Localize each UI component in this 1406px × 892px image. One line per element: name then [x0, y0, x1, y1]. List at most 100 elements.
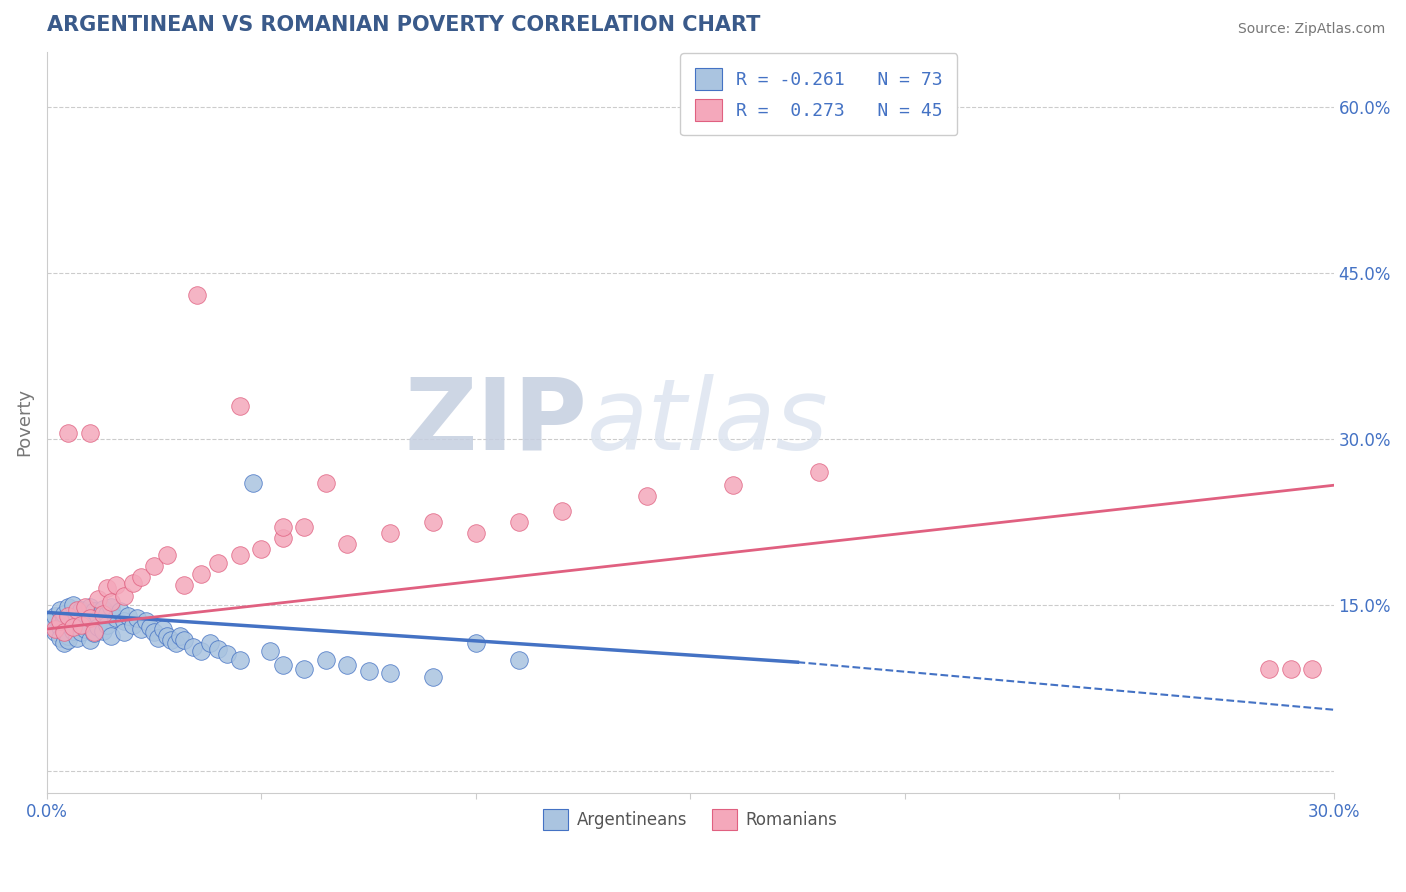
Point [83, 604, 105, 618]
Point [75, 607, 97, 621]
Point [62, 598, 84, 612]
Point [129, 570, 152, 584]
Point [70, 614, 93, 628]
Point [62, 624, 84, 639]
Point [1301, 662, 1323, 676]
Point [58, 617, 80, 632]
Point [44, 622, 66, 636]
Point [75, 622, 97, 636]
Point [464, 525, 486, 540]
Point [91, 602, 114, 616]
Point [292, 662, 315, 676]
Point [96, 581, 118, 595]
Point [53, 622, 76, 636]
Point [156, 548, 179, 562]
Point [49, 603, 72, 617]
Point [62, 613, 84, 627]
Point [100, 599, 122, 614]
Point [242, 476, 264, 491]
Point [135, 614, 157, 628]
Point [66, 620, 89, 634]
Point [58, 629, 80, 643]
Point [44, 625, 66, 640]
Point [152, 622, 174, 636]
Point [83, 625, 105, 640]
Point [259, 644, 281, 658]
Point [315, 653, 337, 667]
Point [91, 607, 114, 621]
Point [129, 622, 152, 636]
Point [96, 607, 118, 621]
Point [190, 644, 212, 658]
Point [96, 617, 118, 632]
Point [173, 578, 195, 592]
Point [70, 617, 93, 632]
Point [70, 603, 93, 617]
Point [508, 515, 530, 529]
Point [53, 611, 76, 625]
Point [169, 629, 191, 643]
Point [49, 620, 72, 634]
Point [207, 641, 229, 656]
Text: ARGENTINEAN VS ROMANIAN POVERTY CORRELATION CHART: ARGENTINEAN VS ROMANIAN POVERTY CORRELAT… [46, 15, 761, 35]
Point [156, 629, 179, 643]
Point [207, 556, 229, 570]
Point [357, 664, 380, 678]
Point [422, 669, 444, 683]
Point [148, 631, 170, 645]
Point [53, 625, 76, 640]
Point [104, 611, 127, 625]
Point [165, 636, 187, 650]
Point [315, 476, 337, 491]
Point [79, 426, 101, 441]
Point [336, 658, 359, 673]
Point [58, 426, 80, 441]
Point [58, 633, 80, 648]
Point [58, 608, 80, 623]
Point [160, 633, 183, 648]
Point [49, 614, 72, 628]
Point [139, 620, 162, 634]
Point [229, 399, 252, 413]
Point [1258, 662, 1281, 676]
Point [58, 599, 80, 614]
Point [70, 625, 93, 640]
Point [721, 478, 744, 492]
Point [215, 648, 238, 662]
Point [271, 532, 294, 546]
Point [143, 625, 166, 640]
Point [44, 608, 66, 623]
Point [53, 636, 76, 650]
Point [250, 542, 273, 557]
Text: ZIP: ZIP [405, 374, 588, 471]
Point [336, 537, 359, 551]
Point [79, 611, 101, 625]
Y-axis label: Poverty: Poverty [15, 388, 32, 457]
Point [229, 548, 252, 562]
Point [121, 575, 143, 590]
Legend: Argentineans, Romanians: Argentineans, Romanians [537, 803, 844, 836]
Point [62, 620, 84, 634]
Point [378, 525, 401, 540]
Point [112, 625, 135, 640]
Point [1279, 662, 1302, 676]
Point [79, 633, 101, 648]
Point [636, 489, 658, 503]
Point [186, 288, 208, 302]
Point [39, 614, 62, 628]
Point [121, 617, 143, 632]
Point [422, 515, 444, 529]
Point [181, 640, 204, 654]
Point [66, 631, 89, 645]
Text: Source: ZipAtlas.com: Source: ZipAtlas.com [1237, 22, 1385, 37]
Point [53, 607, 76, 621]
Point [87, 592, 110, 607]
Point [292, 520, 315, 534]
Point [378, 666, 401, 681]
Point [173, 633, 195, 648]
Point [112, 589, 135, 603]
Point [66, 603, 89, 617]
Point [190, 566, 212, 581]
Point [100, 595, 122, 609]
Point [91, 624, 114, 639]
